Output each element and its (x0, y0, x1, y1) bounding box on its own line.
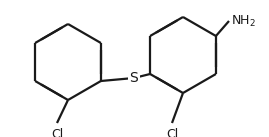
Text: S: S (130, 71, 138, 85)
Text: Cl: Cl (51, 128, 63, 137)
Text: Cl: Cl (166, 128, 178, 137)
Text: NH$_2$: NH$_2$ (231, 14, 256, 29)
